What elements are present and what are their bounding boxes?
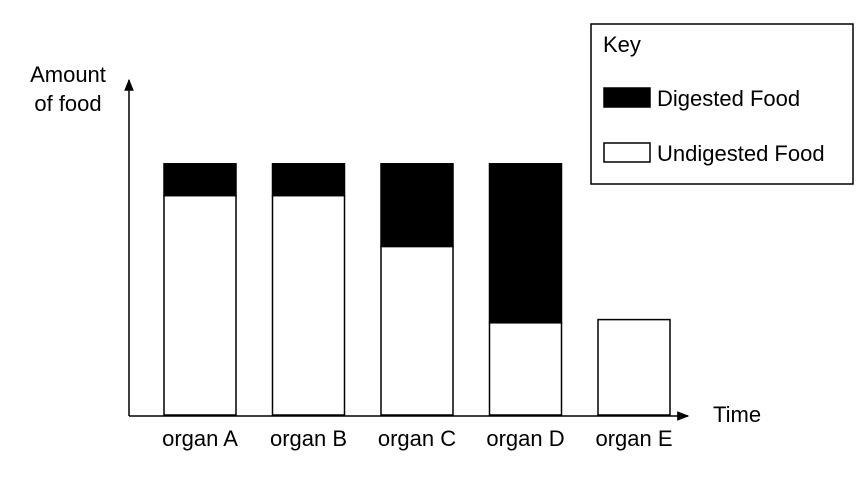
legend-swatch-undigested [603,142,651,163]
y-axis-label-line-2: of food [34,91,101,116]
y-axis-label-line-1: Amount [30,62,106,87]
bar-organ-b-undigested-food [271,194,346,416]
category-label-organ-a: organ A [162,426,238,451]
bar-organ-c-undigested-food [380,245,454,416]
bar-organ-b-digested-food [271,163,346,197]
legend-title: Key [603,32,641,57]
legend-entry-digested: Digested Food [657,86,800,111]
bar-organ-a-digested-food [163,163,237,197]
legend-swatch-digested [603,87,651,108]
category-label-organ-d: organ D [486,426,564,451]
category-labels: organ A organ B organ C organ D organ E [162,426,672,451]
bar-organ-c-digested-food [380,163,454,248]
bar-organ-a-undigested-food [163,194,237,416]
legend: Key Digested Food Undigested Food [590,23,854,185]
category-label-organ-c: organ C [378,426,456,451]
category-label-organ-e: organ E [595,426,672,451]
legend-entry-undigested: Undigested Food [657,141,825,166]
category-label-organ-b: organ B [270,426,347,451]
bar-organ-e-undigested-food [597,318,671,416]
bar-organ-d-undigested-food [488,322,563,416]
bar-organ-d-digested-food [488,163,563,324]
bars-group [163,163,671,416]
x-axis-label: Time [713,402,761,427]
